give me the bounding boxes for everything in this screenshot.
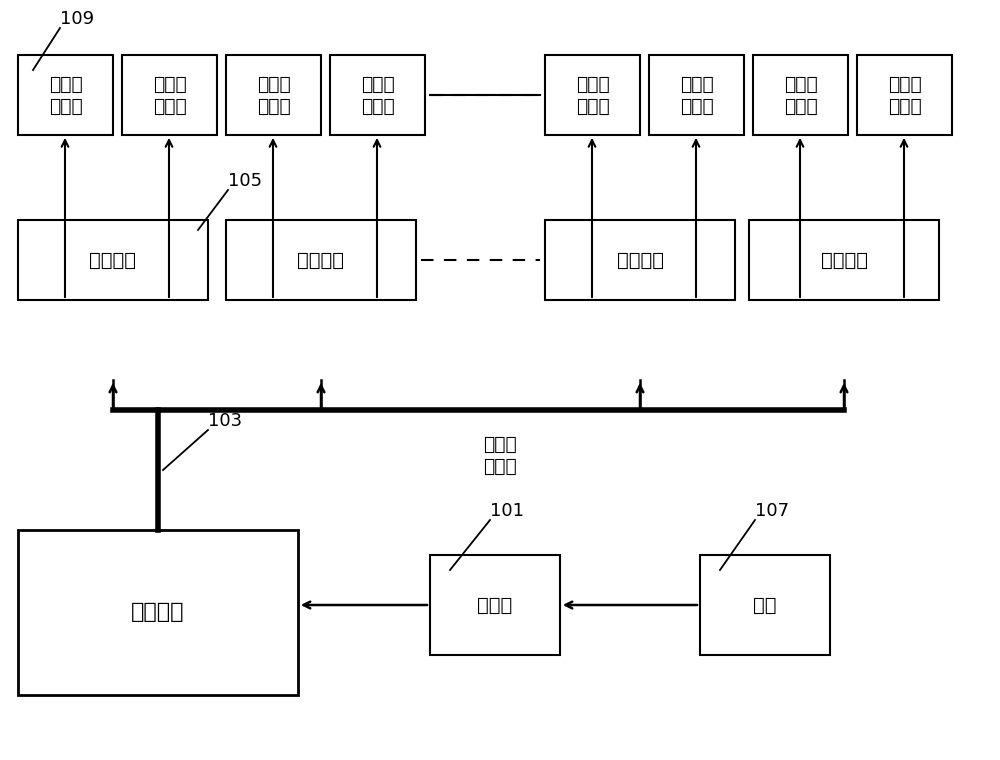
Bar (857, 55, 952, 135)
Text: 105: 105 (228, 172, 262, 190)
Text: 子控制板: 子控制板 (298, 251, 344, 270)
Text: 液晶显
示模组: 液晶显 示模组 (888, 74, 921, 116)
Bar (122, 55, 217, 135)
Bar (18, 55, 113, 135)
Bar (700, 555, 830, 655)
Text: 子控制板: 子控制板 (90, 251, 136, 270)
Bar (649, 55, 744, 135)
Text: 电脑: 电脑 (753, 596, 777, 615)
Text: 103: 103 (208, 412, 242, 430)
Bar (545, 220, 735, 300)
Text: 主控制板: 主控制板 (131, 603, 185, 622)
Bar (330, 55, 425, 135)
Bar (226, 55, 321, 135)
Bar (749, 220, 939, 300)
Text: 液晶显
示模组: 液晶显 示模组 (784, 74, 817, 116)
Text: 液晶显
示模组: 液晶显 示模组 (153, 74, 186, 116)
Bar (430, 555, 560, 655)
Text: 液晶显
示模组: 液晶显 示模组 (680, 74, 713, 116)
Bar (18, 530, 298, 695)
Text: 液晶显
示模组: 液晶显 示模组 (576, 74, 609, 116)
Bar (753, 55, 848, 135)
Bar (545, 55, 640, 135)
Bar (226, 220, 416, 300)
Text: 下载器: 下载器 (477, 596, 513, 615)
Text: 109: 109 (60, 10, 94, 28)
Text: 液晶显
示模组: 液晶显 示模组 (257, 74, 290, 116)
Text: 液晶显
示模组: 液晶显 示模组 (361, 74, 394, 116)
Text: 101: 101 (490, 502, 524, 520)
Text: 液晶显
示模组: 液晶显 示模组 (49, 74, 82, 116)
Text: 液晶显
示模组: 液晶显 示模组 (483, 435, 517, 476)
Text: 107: 107 (755, 502, 789, 520)
Bar (18, 220, 208, 300)
Text: 子控制板: 子控制板 (820, 251, 868, 270)
Text: 子控制板: 子控制板 (616, 251, 664, 270)
